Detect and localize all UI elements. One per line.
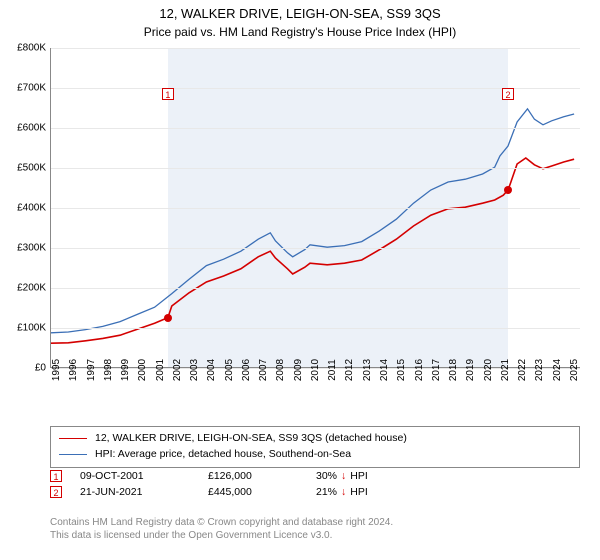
arrow-down-icon: ↓ bbox=[341, 470, 346, 482]
x-axis-label: 2000 bbox=[137, 359, 148, 381]
y-axis-label: £500K bbox=[17, 163, 46, 174]
series-hpi bbox=[51, 109, 574, 333]
sale-price: £126,000 bbox=[208, 470, 298, 482]
sale-diff-suffix: HPI bbox=[350, 486, 368, 498]
legend-box: 12, WALKER DRIVE, LEIGH-ON-SEA, SS9 3QS … bbox=[50, 426, 580, 468]
gridline bbox=[51, 128, 580, 129]
x-axis-label: 2022 bbox=[517, 359, 528, 381]
x-axis-label: 1996 bbox=[68, 359, 79, 381]
gridline bbox=[51, 288, 580, 289]
x-axis-label: 2012 bbox=[344, 359, 355, 381]
x-axis-label: 2023 bbox=[534, 359, 545, 381]
sale-diff-suffix: HPI bbox=[350, 470, 368, 482]
sale-index-badge: 2 bbox=[50, 486, 62, 498]
x-axis-label: 1997 bbox=[86, 359, 97, 381]
series-property bbox=[51, 158, 574, 343]
sale-price: £445,000 bbox=[208, 486, 298, 498]
y-axis-label: £700K bbox=[17, 83, 46, 94]
footer-line-1: Contains HM Land Registry data © Crown c… bbox=[50, 516, 580, 529]
sale-point bbox=[504, 186, 512, 194]
x-axis-label: 2002 bbox=[172, 359, 183, 381]
sale-diff: 21% ↓ HPI bbox=[316, 486, 436, 498]
x-axis-label: 1999 bbox=[120, 359, 131, 381]
sale-index-badge: 1 bbox=[50, 470, 62, 482]
sale-date: 21-JUN-2021 bbox=[80, 486, 190, 498]
y-axis-label: £800K bbox=[17, 43, 46, 54]
legend-row: 12, WALKER DRIVE, LEIGH-ON-SEA, SS9 3QS … bbox=[59, 431, 571, 447]
sale-diff-pct: 21% bbox=[316, 486, 337, 498]
sale-date: 09-OCT-2001 bbox=[80, 470, 190, 482]
chart-area: £0£100K£200K£300K£400K£500K£600K£700K£80… bbox=[50, 48, 580, 393]
plot-region: £0£100K£200K£300K£400K£500K£600K£700K£80… bbox=[50, 48, 580, 368]
sale-marker-label: 1 bbox=[162, 88, 174, 100]
legend-row: HPI: Average price, detached house, Sout… bbox=[59, 447, 571, 463]
y-axis-label: £0 bbox=[35, 363, 46, 374]
gridline bbox=[51, 248, 580, 249]
x-axis-label: 2007 bbox=[258, 359, 269, 381]
chart-container: 12, WALKER DRIVE, LEIGH-ON-SEA, SS9 3QS … bbox=[0, 0, 600, 560]
x-axis-label: 2016 bbox=[414, 359, 425, 381]
sale-diff-pct: 30% bbox=[316, 470, 337, 482]
x-axis-label: 2019 bbox=[465, 359, 476, 381]
x-axis-label: 1998 bbox=[103, 359, 114, 381]
x-axis-label: 2015 bbox=[396, 359, 407, 381]
x-axis-label: 2001 bbox=[155, 359, 166, 381]
chart-subtitle: Price paid vs. HM Land Registry's House … bbox=[0, 23, 600, 39]
gridline bbox=[51, 88, 580, 89]
sale-diff: 30% ↓ HPI bbox=[316, 470, 436, 482]
x-axis-label: 2003 bbox=[189, 359, 200, 381]
x-axis-label: 2010 bbox=[310, 359, 321, 381]
sale-row: 2 21-JUN-2021 £445,000 21% ↓ HPI bbox=[50, 484, 580, 500]
x-axis-label: 2013 bbox=[362, 359, 373, 381]
x-axis-label: 2014 bbox=[379, 359, 390, 381]
y-axis-label: £100K bbox=[17, 323, 46, 334]
x-axis-label: 2004 bbox=[206, 359, 217, 381]
x-axis-label: 2008 bbox=[275, 359, 286, 381]
x-axis-label: 2011 bbox=[327, 359, 338, 381]
x-axis-label: 2017 bbox=[431, 359, 442, 381]
y-axis-label: £600K bbox=[17, 123, 46, 134]
x-axis-label: 2005 bbox=[224, 359, 235, 381]
sale-point bbox=[164, 314, 172, 322]
sales-table: 1 09-OCT-2001 £126,000 30% ↓ HPI 2 21-JUN-2021 £… bbox=[50, 468, 580, 500]
x-axis-label: 2021 bbox=[500, 359, 511, 381]
legend-label: HPI: Average price, detached house, Sout… bbox=[95, 447, 351, 463]
chart-title: 12, WALKER DRIVE, LEIGH-ON-SEA, SS9 3QS bbox=[0, 0, 600, 23]
gridline bbox=[51, 208, 580, 209]
x-axis-label: 1995 bbox=[51, 359, 62, 381]
x-axis-label: 2024 bbox=[552, 359, 563, 381]
footer-attribution: Contains HM Land Registry data © Crown c… bbox=[50, 516, 580, 542]
x-axis-label: 2018 bbox=[448, 359, 459, 381]
y-axis-label: £300K bbox=[17, 243, 46, 254]
x-axis-label: 2009 bbox=[293, 359, 304, 381]
footer-line-2: This data is licensed under the Open Gov… bbox=[50, 529, 580, 542]
legend-swatch bbox=[59, 454, 87, 455]
y-axis-label: £200K bbox=[17, 283, 46, 294]
y-axis-label: £400K bbox=[17, 203, 46, 214]
legend-swatch bbox=[59, 438, 87, 439]
legend-label: 12, WALKER DRIVE, LEIGH-ON-SEA, SS9 3QS … bbox=[95, 431, 407, 447]
sale-marker-label: 2 bbox=[502, 88, 514, 100]
x-axis-label: 2020 bbox=[483, 359, 494, 381]
gridline bbox=[51, 168, 580, 169]
x-axis-label: 2006 bbox=[241, 359, 252, 381]
gridline bbox=[51, 328, 580, 329]
x-axis-label: 2025 bbox=[569, 359, 580, 381]
gridline bbox=[51, 48, 580, 49]
arrow-down-icon: ↓ bbox=[341, 486, 346, 498]
sale-row: 1 09-OCT-2001 £126,000 30% ↓ HPI bbox=[50, 468, 580, 484]
